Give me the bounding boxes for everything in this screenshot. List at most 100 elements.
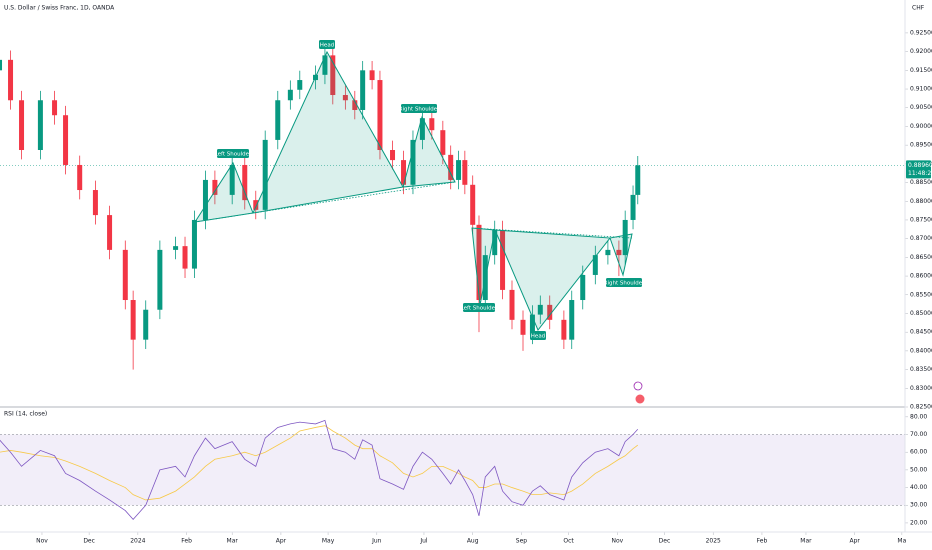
rsi-title: RSI (14, close) (4, 411, 47, 418)
x-tick-label: Feb (757, 538, 768, 545)
candle-body (297, 80, 303, 90)
candle-body (330, 55, 336, 96)
pattern-shape (252, 50, 404, 214)
price-tag-label: 0.88960 (908, 162, 932, 169)
candle-body (275, 100, 281, 140)
x-tick-label: Aug (467, 538, 479, 545)
candle-body (122, 249, 128, 301)
rsi-ma-line (0, 425, 639, 501)
label-box (217, 149, 249, 158)
candle-body (440, 130, 446, 155)
pattern-shape (402, 115, 456, 188)
candle-body (377, 80, 383, 151)
rsi-band (0, 434, 905, 506)
chart-title: U.S. Dollar / Swiss Franc, 1D, OANDA (4, 5, 115, 12)
annotation-label: Right Shoulder (399, 107, 440, 113)
candle-body (19, 100, 25, 151)
candle-body (242, 164, 248, 201)
candle-body (605, 249, 611, 256)
x-tick-label: Sep (516, 538, 528, 545)
candle-body (410, 139, 416, 185)
rsi-y-tick-label: 20.00 (910, 519, 927, 526)
currency: CHF (912, 5, 925, 12)
annotation: Right Shoulder (399, 104, 440, 113)
candle-body (143, 309, 149, 340)
candle-body (500, 230, 506, 290)
x-tick-label: Dec (83, 538, 95, 545)
rsi-line (0, 419, 639, 520)
annotation: Head (530, 331, 546, 340)
annotation-label: Left Shoulder (461, 306, 498, 312)
event-icon[interactable] (633, 381, 643, 391)
rsi-y-tick-label: 50.00 (910, 466, 927, 473)
candle-body (561, 319, 567, 340)
candle-body (520, 319, 526, 335)
rsi-y-tick-label: 80.00 (910, 413, 927, 420)
candle-body (173, 246, 179, 250)
candle-body (537, 304, 543, 315)
candle-body (130, 300, 136, 340)
candle-body (202, 179, 208, 220)
rsi-y-tick-label: 40.00 (910, 484, 927, 491)
candle-body (253, 200, 259, 210)
candle-body (429, 118, 435, 131)
x-tick-label: 2025 (706, 538, 721, 545)
candle-body (369, 70, 375, 81)
candle-body (635, 165, 641, 195)
x-tick-label: Oct (563, 538, 574, 545)
candle-body (107, 215, 113, 250)
candle-body (476, 224, 482, 301)
pattern-shape (193, 161, 254, 223)
candle-body (92, 190, 98, 216)
label-box (319, 40, 335, 49)
label-box (463, 303, 495, 312)
candle-body (52, 100, 58, 116)
candle-body (509, 289, 515, 320)
pattern-shape (609, 233, 633, 277)
x-tick-label: Apr (276, 538, 287, 545)
annotation: Head (319, 40, 335, 49)
pattern-shape (471, 227, 496, 306)
annotation-label: Left Shoulder (215, 152, 252, 158)
x-tick-label: 2024 (130, 538, 145, 545)
rsi-y-tick-label: 30.00 (910, 502, 927, 509)
candle-body (322, 55, 328, 75)
candle-body (212, 179, 218, 195)
y-tick-label: 0.92500 (910, 29, 932, 36)
candle-body (529, 314, 535, 335)
x-tick-label: Jun (371, 538, 382, 545)
candle-body (229, 164, 235, 195)
candle-body (63, 115, 69, 165)
x-tick-label: Ma (897, 538, 906, 545)
patterns (193, 50, 633, 331)
annotation-label: Head (531, 334, 545, 340)
pattern-shape (494, 229, 611, 331)
candle-body (191, 219, 197, 269)
x-tick-label: Dec (659, 538, 671, 545)
event-icon[interactable] (635, 394, 645, 404)
candle-body (419, 118, 425, 140)
candle-body (456, 160, 462, 180)
candle-body (360, 70, 366, 110)
candle-body (342, 95, 348, 101)
candle-body (262, 139, 268, 210)
x-tick-label: Jul (419, 538, 428, 545)
candle-body (462, 160, 468, 185)
label-box (530, 331, 546, 340)
candle-body (352, 100, 358, 110)
candle-body (8, 59, 14, 101)
